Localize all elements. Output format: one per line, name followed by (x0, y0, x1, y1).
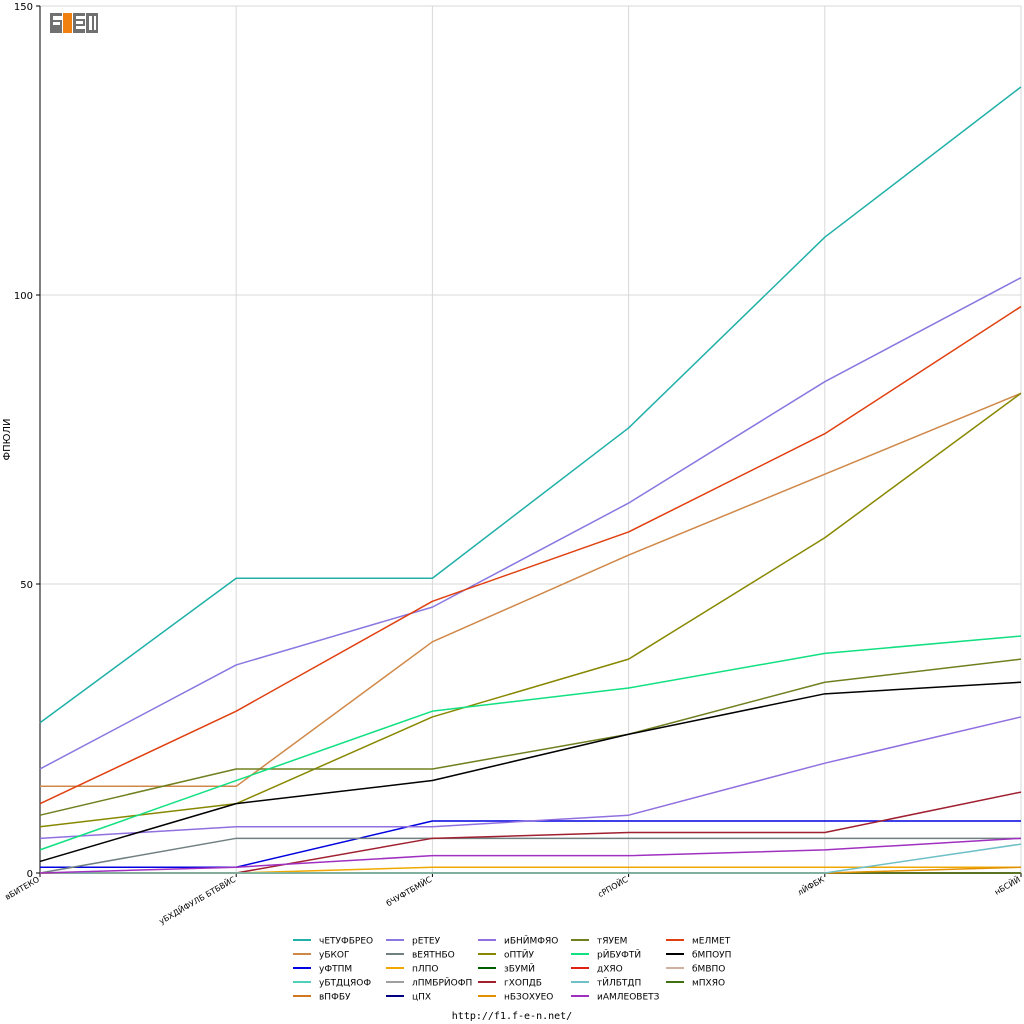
legend-entry: цПХ (412, 993, 431, 1003)
series-line (40, 392, 1022, 788)
legend-entry: гХОПДБ (504, 979, 542, 989)
legend-entry: оПТЙУ (504, 949, 535, 961)
legend-entry: лПМБРЙОФП (412, 977, 472, 989)
series-line (39, 837, 1021, 874)
y-tick-label: 100 (14, 291, 33, 302)
legend-entry: зБУМЙ (504, 963, 535, 975)
legend-entry: вЕЯТНБО (412, 951, 455, 961)
x-tick-label: вБИТЕКО (3, 875, 41, 902)
legend-entry: уФТПМ (319, 965, 352, 975)
legend-entry: бМПОУП (692, 951, 731, 961)
series-line (39, 837, 1022, 874)
legend-entry: мПХЯО (692, 979, 725, 989)
legend-entry: нБЗОХУЕО (504, 993, 553, 1003)
series-line (39, 716, 1022, 840)
f1en-logo (48, 11, 98, 35)
legend-entry: иАМЛЕОВЕТЗ (597, 993, 660, 1003)
legend-entry: бМВПО (692, 965, 725, 975)
series-line (39, 276, 1022, 770)
series-lines (39, 86, 1022, 874)
series-line (39, 681, 1022, 863)
series-line (39, 635, 1022, 851)
x-tick-labels: вБИТЕКО уБХДЙФУЛБ БТБВЙС бЧУФТБМЙС сРПОЙС лЙ… (3, 873, 1022, 926)
legend-entry: дХЯО (597, 965, 623, 975)
axes (36, 5, 1022, 877)
legend-entry: тЙЛБТДП (597, 977, 641, 989)
legend-entry: уБТДЦЯОФ (319, 979, 371, 989)
series-line (39, 392, 1022, 828)
footer-url[interactable]: http://f1.f-e-n.net/ (451, 1011, 573, 1022)
grid (40, 5, 1022, 873)
legend-entry: рЙБУФТЙ (597, 949, 641, 961)
x-tick-label: бЧУФТБМЙС (384, 873, 434, 908)
x-tick-label: сРПОЙС (595, 873, 630, 899)
y-tick-label: 0 (27, 869, 33, 880)
series-line (39, 658, 1022, 816)
legend-entry: чЕТУФБРЕО (319, 937, 373, 947)
series-line (40, 843, 1022, 874)
series-line (39, 86, 1022, 724)
x-tick-label: нБСЙЙ (992, 873, 1022, 897)
legend-entry: уБКОГ (319, 951, 349, 961)
legend-entry: иБНЙМФЯО (504, 935, 558, 947)
x-tick-label: уБХДЙФУЛБ БТБВЙС (157, 873, 238, 926)
y-tick-label: 50 (20, 580, 33, 591)
x-tick-label: лЙФБК (795, 873, 826, 897)
legend: чЕТУФБРЕО уБКОГ уФТПМ уБТДЦЯОФ вПФБУ рЕТЕУ вЕЯ… (293, 935, 731, 1003)
y-tick-labels: 0 50 100 150 (14, 2, 33, 880)
series-line (40, 791, 1022, 874)
y-axis-label: ФПЮЛИ (2, 419, 13, 461)
y-tick-label: 150 (14, 2, 33, 13)
legend-entry: пЛПО (412, 965, 439, 975)
legend-entry: рЕТЕУ (412, 937, 441, 947)
series-line (39, 305, 1022, 805)
legend-entry: вПФБУ (319, 993, 351, 1003)
series-line (40, 820, 1021, 868)
legend-entry: мЕЛМЕТ (692, 937, 731, 947)
legend-entry: тЯУЕМ (597, 937, 627, 947)
